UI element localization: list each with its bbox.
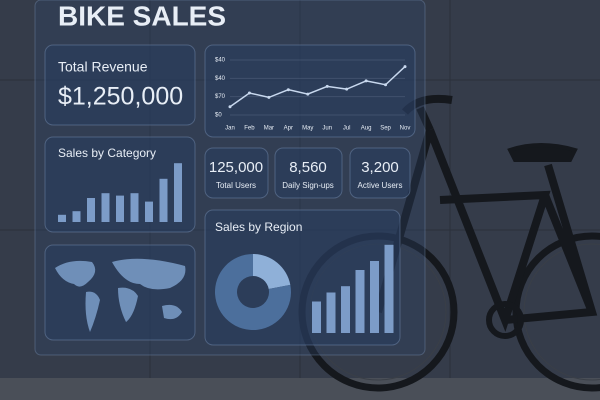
bar [116,195,124,222]
trend-point [364,79,368,83]
stat-card [204,147,269,199]
world-map [55,258,186,332]
x-tick-label: Nov [400,126,411,132]
stat-card [349,147,411,199]
x-tick-label: Aug [361,126,372,132]
x-tick-label: Jan [225,126,235,132]
bar [101,193,110,222]
x-tick-label: Mar [264,126,274,132]
x-tick-label: Apr [284,126,293,132]
bar [159,178,168,222]
trend-point [325,84,329,88]
trend-line [229,66,406,108]
revenue-card [44,44,196,126]
donut-segment [253,254,291,290]
stat-value: 125,000 [209,159,263,176]
bar [370,261,379,333]
stat-label: Active Users [358,181,403,190]
y-tick-label: $0 [215,113,222,119]
trend-card [204,44,416,138]
trend-point [384,83,388,87]
bar [145,201,153,222]
bar [174,163,182,222]
stat-label: Total Users [216,181,256,190]
floor [0,378,600,400]
y-tick-label: $70 [215,94,226,100]
x-tick-label: Feb [244,126,255,132]
region-title: Sales by Region [215,220,302,234]
x-tick-label: May [302,126,313,132]
category-title: Sales by Category [58,146,156,160]
trend-point [345,87,349,91]
trend-point [267,95,271,99]
bar [384,244,394,333]
revenue-label: Total Revenue [58,59,148,75]
category-card [44,136,196,233]
x-tick-label: Jul [343,126,351,132]
bar [355,270,365,333]
trend-point [306,92,310,96]
trend-point [286,88,290,92]
x-tick-label: Jun [322,126,332,132]
trend-point [403,65,407,69]
bar [58,214,66,222]
stat-label: Daily Sign-ups [282,181,334,190]
bar [130,193,139,222]
y-tick-label: $40 [215,58,226,64]
bar [341,286,350,333]
x-tick-label: Sep [380,126,391,132]
bar [312,301,321,333]
bar [72,211,81,222]
y-tick-label: $40 [215,76,226,82]
stat-card [274,147,343,199]
bar [326,292,336,333]
title: BIKE SALES [58,0,226,31]
stat-value: 8,560 [289,159,327,176]
donut-segment [215,254,291,330]
revenue-value: $1,250,000 [58,83,183,111]
stat-value: 3,200 [361,159,399,176]
trend-point [247,91,251,95]
trend-point [228,105,232,109]
bar [87,198,95,222]
